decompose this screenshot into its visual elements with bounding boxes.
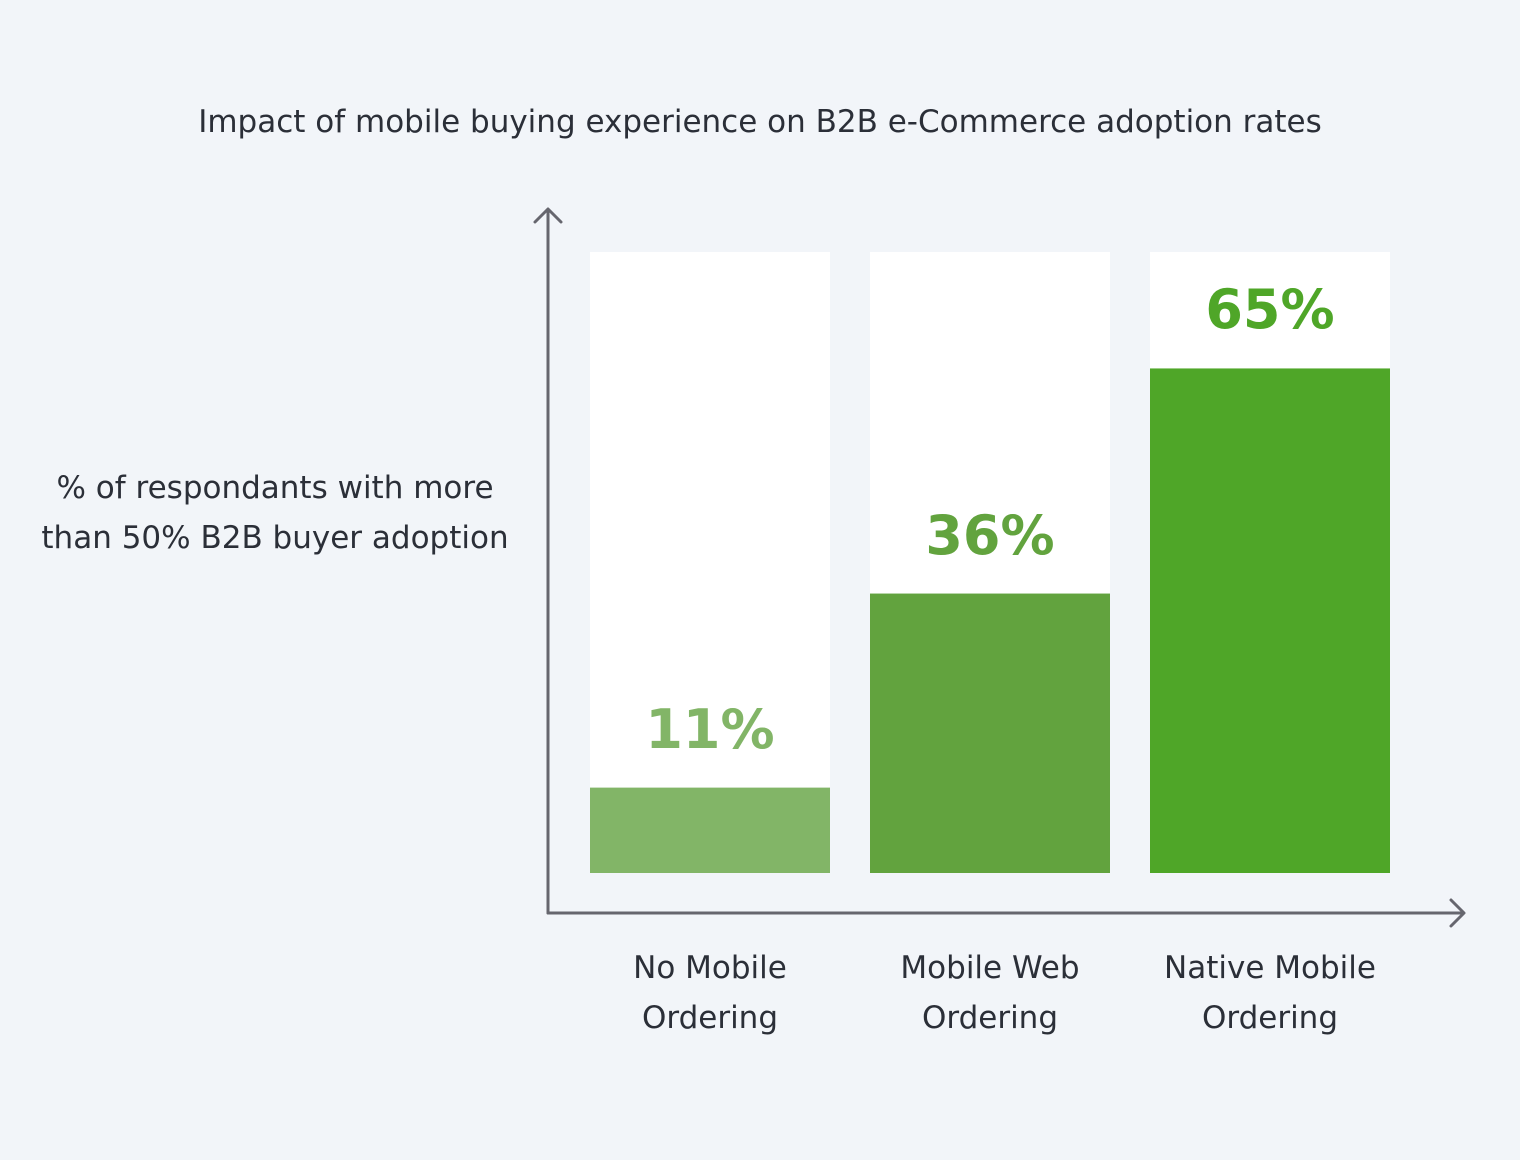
y-axis-arrow: [533, 207, 563, 224]
bar: [590, 787, 830, 873]
value-label: 11%: [645, 697, 775, 761]
bar: [1150, 368, 1390, 873]
x-tick-label: Native Mobile Ordering: [1164, 950, 1376, 1036]
y-axis-label: % of respondants with more than 50% B2B …: [41, 470, 509, 556]
value-label: 65%: [1205, 278, 1335, 342]
bar: [870, 593, 1110, 873]
x-tick-label: No Mobile Ordering: [633, 950, 787, 1036]
x-tick-label: Mobile Web Ordering: [900, 950, 1080, 1036]
x-axis-arrow: [1449, 898, 1466, 928]
value-label: 36%: [925, 503, 1055, 567]
chart-title: Impact of mobile buying experience on B2…: [198, 104, 1322, 140]
bar-track: [590, 252, 830, 873]
